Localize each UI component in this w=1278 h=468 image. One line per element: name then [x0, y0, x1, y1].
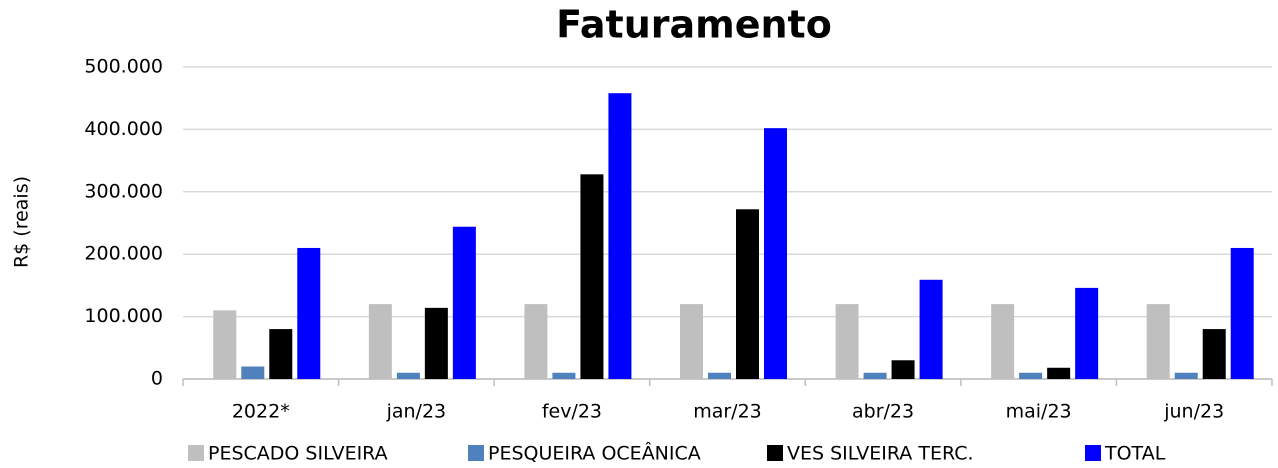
legend-label: PESCADO SILVEIRA	[208, 443, 388, 465]
bar	[368, 304, 392, 379]
bar	[396, 372, 420, 379]
x-tick-label: abr/23	[852, 401, 914, 423]
bar	[1019, 372, 1043, 379]
bar	[991, 304, 1015, 379]
x-tick-label: mar/23	[693, 401, 762, 423]
bar	[213, 310, 237, 379]
bar	[1075, 287, 1099, 379]
bar	[524, 304, 548, 379]
legend-label: VES SILVEIRA TERC.	[787, 443, 974, 465]
chart-title: Faturamento	[556, 3, 832, 47]
bar	[708, 372, 731, 379]
legend-swatch	[767, 445, 783, 461]
bar	[919, 279, 943, 379]
y-axis-label: R$ (reais)	[11, 176, 33, 268]
bar	[608, 93, 632, 379]
bar	[552, 372, 576, 379]
bar	[297, 247, 321, 379]
bar	[680, 304, 703, 379]
legend-label: TOTAL	[1104, 443, 1166, 465]
bar	[1174, 372, 1198, 379]
legend-swatch	[188, 445, 204, 461]
bar	[863, 372, 887, 379]
bar	[452, 226, 476, 379]
bar	[580, 174, 604, 379]
legend-swatch	[1085, 445, 1101, 461]
x-tick-label: jan/23	[386, 401, 447, 423]
bar	[269, 329, 293, 379]
y-tick-label: 100.000	[84, 305, 163, 327]
bar	[241, 366, 265, 379]
legend-swatch	[468, 445, 484, 461]
x-tick-label: 2022*	[232, 401, 290, 423]
x-tick-label: fev/23	[542, 401, 602, 423]
bar	[1202, 329, 1226, 379]
x-tick-label: mai/23	[1006, 401, 1072, 423]
legend-label: PESQUEIRA OCEÂNICA	[488, 442, 701, 465]
bar	[1047, 367, 1071, 379]
bar	[835, 304, 859, 379]
bar	[1230, 247, 1254, 379]
bar	[764, 128, 787, 379]
y-tick-label: 500.000	[84, 56, 163, 78]
y-tick-label: 400.000	[84, 118, 163, 140]
bar	[1146, 304, 1170, 379]
y-tick-label: 200.000	[84, 243, 163, 265]
bar	[891, 360, 915, 379]
bar	[424, 307, 448, 379]
x-tick-label: jun/23	[1163, 401, 1224, 423]
y-tick-label: 300.000	[84, 180, 163, 202]
y-tick-label: 0	[151, 368, 163, 390]
bar	[736, 209, 759, 379]
